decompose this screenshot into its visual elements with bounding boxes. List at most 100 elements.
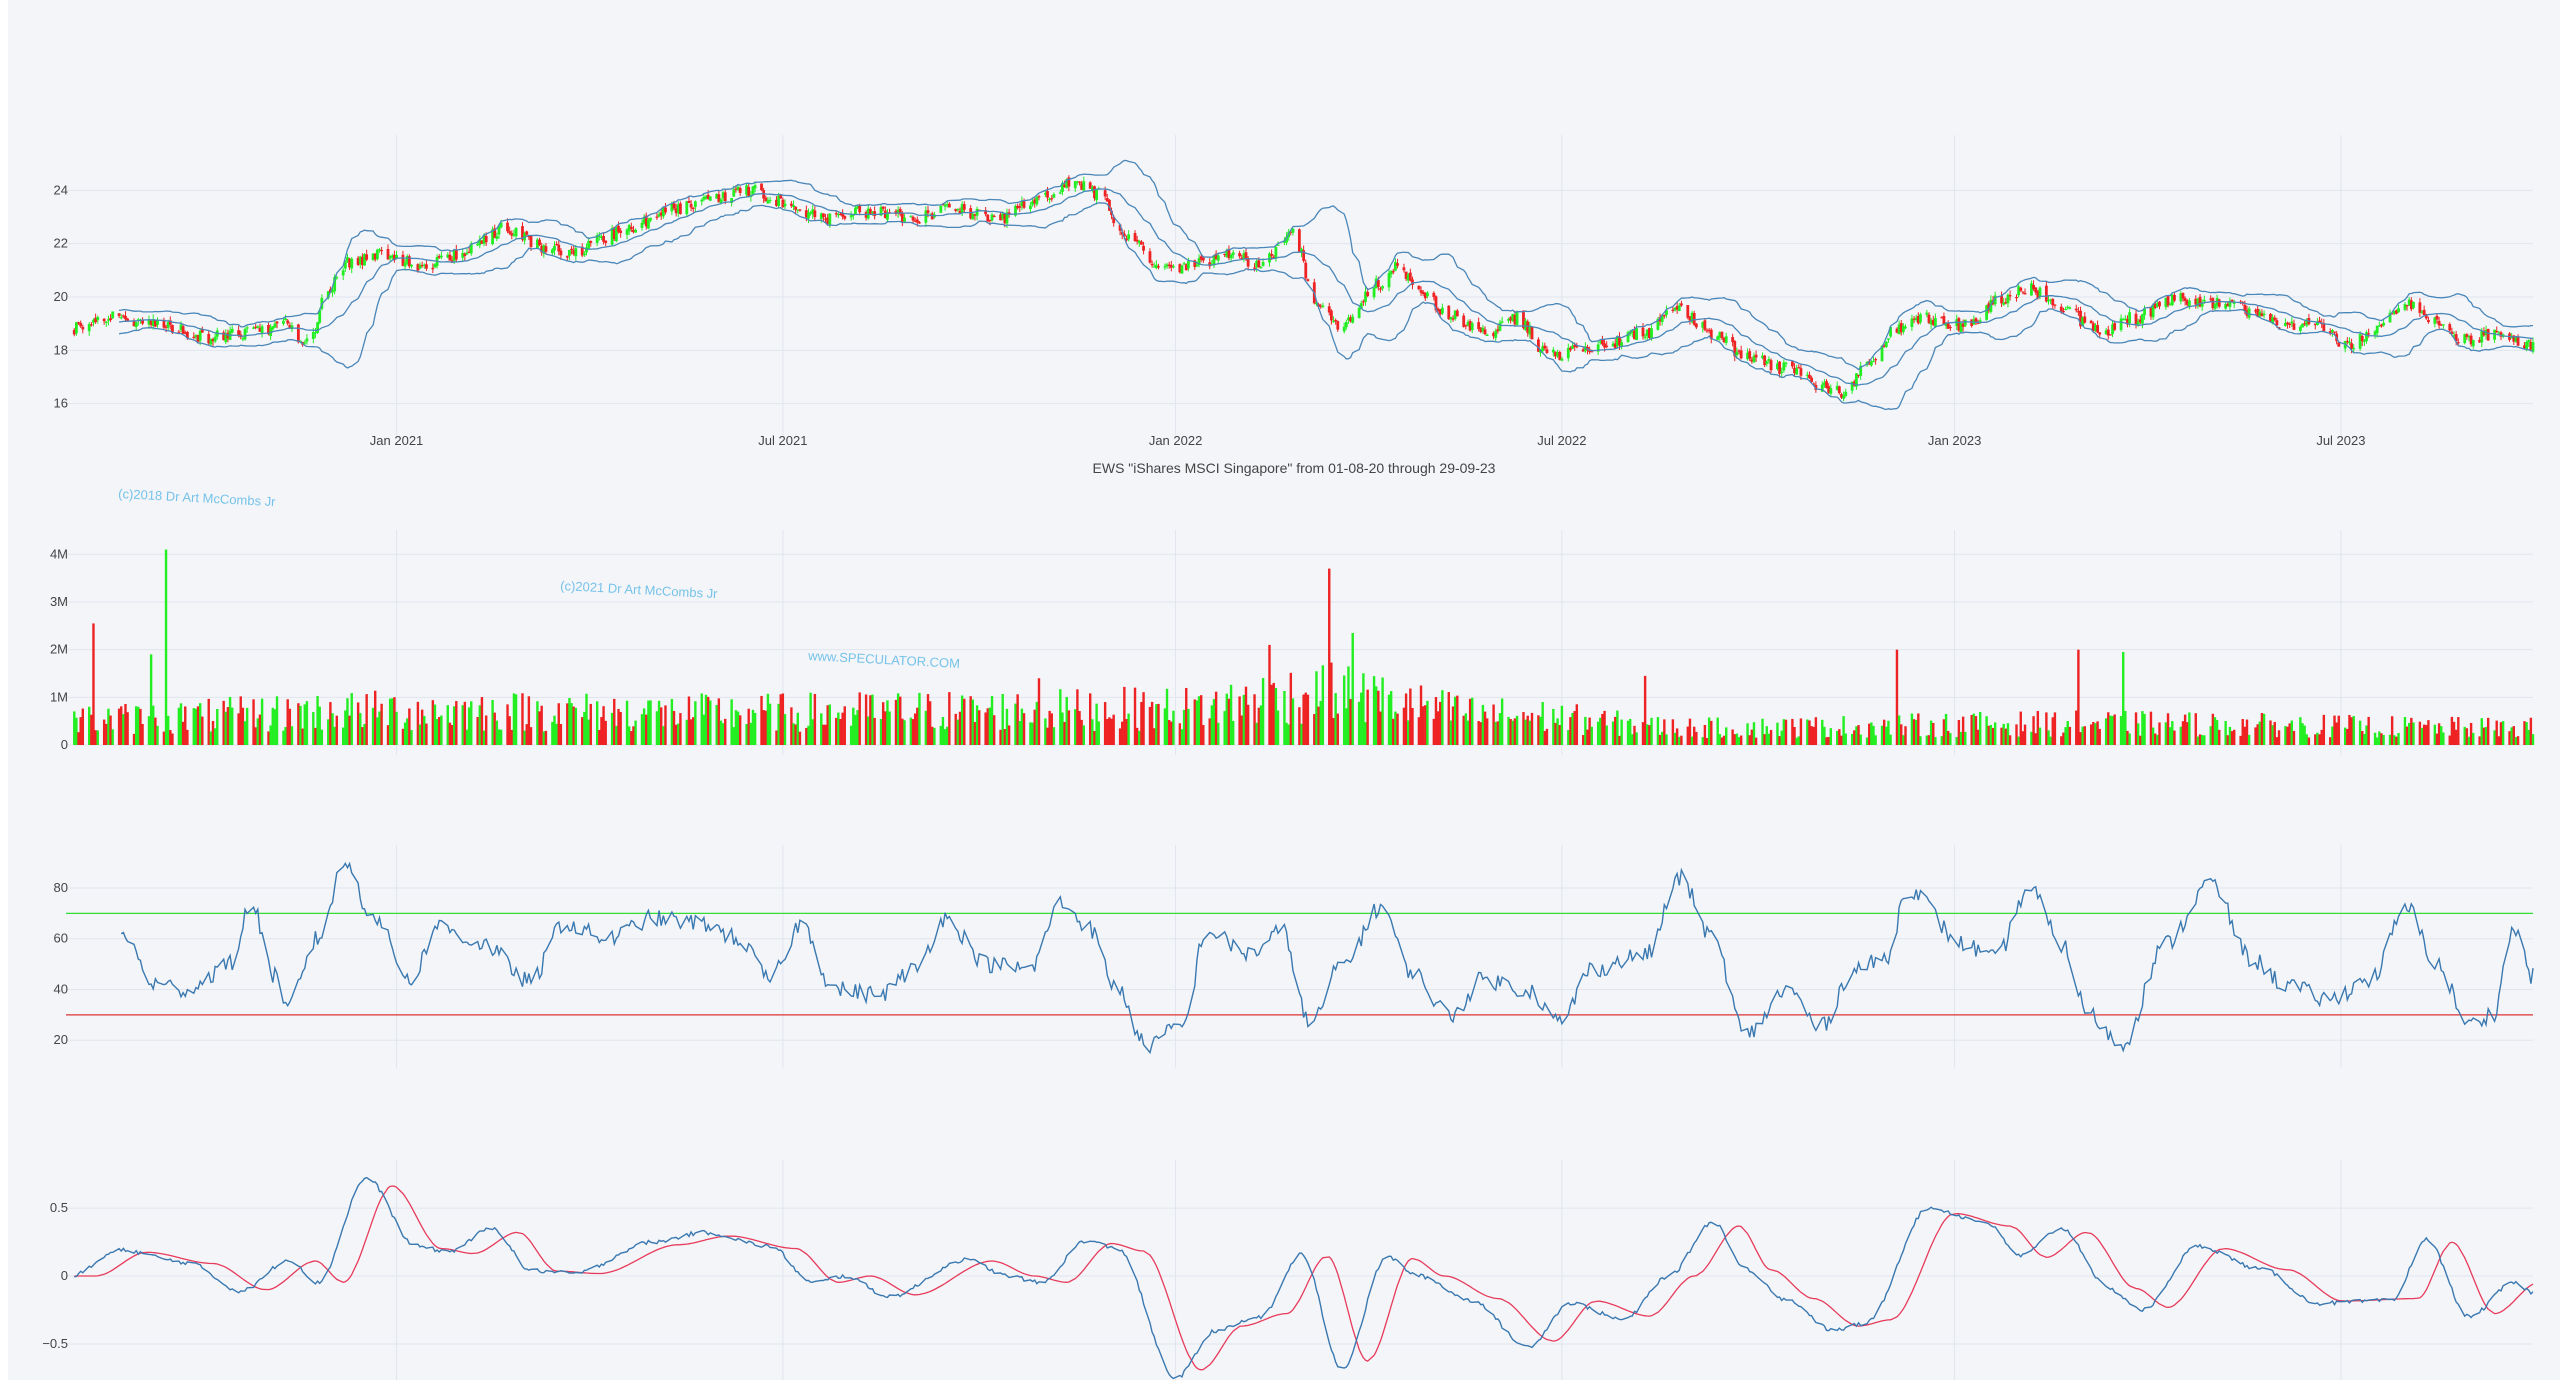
volume-bar bbox=[958, 711, 962, 745]
candle-body bbox=[1389, 270, 1393, 275]
volume-bar bbox=[2363, 734, 2366, 745]
volume-bar bbox=[585, 693, 588, 745]
candle-body bbox=[1573, 344, 1577, 347]
volume-bar bbox=[581, 717, 584, 745]
candle-body bbox=[2049, 299, 2053, 301]
candle-body bbox=[2301, 323, 2304, 328]
candle-body bbox=[209, 338, 213, 345]
candle-body bbox=[467, 251, 471, 253]
volume-bar bbox=[969, 696, 972, 745]
volume-bar bbox=[1379, 711, 1382, 745]
candle-body bbox=[734, 188, 738, 190]
candle-body bbox=[1184, 264, 1188, 271]
candle-body bbox=[1776, 363, 1779, 370]
volume-bar bbox=[1552, 708, 1555, 745]
volume-bar bbox=[1464, 713, 1468, 745]
volume-bar bbox=[1485, 718, 1489, 745]
volume-bar bbox=[777, 703, 780, 745]
volume-bar bbox=[1718, 734, 1722, 745]
candle-body bbox=[2258, 311, 2262, 317]
candle-body bbox=[672, 203, 676, 209]
volume-bar bbox=[94, 730, 97, 745]
volume-bar bbox=[1707, 717, 1711, 745]
candle-body bbox=[1746, 352, 1749, 360]
volume-bar bbox=[1289, 672, 1293, 745]
candle-body bbox=[1244, 252, 1248, 260]
volume-bar bbox=[1769, 729, 1773, 745]
volume-bar bbox=[1180, 729, 1184, 745]
volume-bar bbox=[1656, 717, 1660, 745]
volume-bar bbox=[2493, 730, 2496, 745]
candle-body bbox=[1797, 367, 1801, 369]
volume-bar bbox=[2183, 714, 2187, 745]
volume-bar bbox=[990, 696, 994, 745]
volume-bar bbox=[1784, 719, 1788, 745]
volume-bar bbox=[137, 706, 140, 745]
candle-body bbox=[649, 217, 652, 221]
volume-bar bbox=[1793, 726, 1796, 745]
candle-body bbox=[1722, 338, 1726, 343]
volume-bar bbox=[2390, 716, 2394, 745]
volume-bar bbox=[1462, 715, 1465, 745]
volume-bar bbox=[1453, 696, 1457, 745]
candle-body bbox=[2217, 299, 2221, 307]
volume-bar bbox=[1304, 692, 1307, 745]
candle-body bbox=[2531, 342, 2535, 352]
candle-body bbox=[1242, 253, 1246, 259]
volume-bar bbox=[634, 720, 637, 745]
candle-body bbox=[151, 319, 155, 326]
candle-body bbox=[1829, 388, 1833, 394]
candle-body bbox=[1914, 317, 1918, 321]
candle-body bbox=[1440, 307, 1444, 314]
volume-bar bbox=[1050, 713, 1053, 745]
candle-body bbox=[2047, 299, 2050, 302]
volume-bar bbox=[1515, 715, 1519, 745]
candle-body bbox=[147, 319, 151, 325]
volume-bar bbox=[435, 719, 439, 745]
candle-body bbox=[484, 235, 488, 243]
volume-bar bbox=[689, 719, 693, 745]
volume-bar bbox=[2422, 724, 2426, 745]
candle-body bbox=[2377, 325, 2381, 327]
candle-body bbox=[819, 213, 823, 219]
rsi-y-tick-label: 80 bbox=[54, 880, 68, 895]
volume-bar bbox=[2352, 716, 2355, 745]
volume-bar bbox=[928, 701, 932, 745]
volume-bar bbox=[854, 714, 857, 745]
volume-bar bbox=[2318, 734, 2321, 745]
candle-body bbox=[2273, 317, 2277, 320]
candle-body bbox=[1291, 228, 1295, 233]
candle-body bbox=[1387, 273, 1391, 288]
candle-body bbox=[2153, 303, 2157, 308]
candle-body bbox=[326, 291, 330, 299]
candle-body bbox=[179, 324, 183, 330]
candle-body bbox=[2023, 292, 2027, 295]
volume-bar bbox=[1182, 709, 1186, 745]
volume-bar bbox=[480, 697, 484, 745]
candle-body bbox=[634, 229, 637, 233]
candle-body bbox=[990, 214, 994, 221]
volume-bar bbox=[484, 715, 488, 745]
volume-bar bbox=[647, 700, 650, 745]
candle-body bbox=[1735, 351, 1739, 356]
volume-bar bbox=[604, 720, 607, 745]
volume-bar bbox=[1157, 703, 1160, 745]
candle-body bbox=[2269, 313, 2272, 323]
volume-bar bbox=[226, 707, 230, 745]
candle-body bbox=[2512, 335, 2516, 342]
candle-body bbox=[2527, 340, 2531, 343]
candle-body bbox=[1302, 250, 1306, 261]
volume-bar bbox=[881, 702, 885, 745]
candle-body bbox=[732, 189, 736, 197]
candle-body bbox=[1825, 381, 1828, 388]
volume-bar bbox=[499, 729, 503, 745]
volume-bar bbox=[1097, 721, 1100, 745]
volume-bar bbox=[348, 715, 351, 745]
volume-bar bbox=[809, 692, 812, 745]
x-tick-label: Jan 2022 bbox=[1149, 433, 1203, 448]
volume-bar bbox=[538, 711, 541, 745]
volume-bar bbox=[1658, 734, 1662, 745]
candle-body bbox=[796, 209, 800, 211]
candle-body bbox=[1887, 338, 1890, 340]
candle-body bbox=[1379, 288, 1382, 290]
